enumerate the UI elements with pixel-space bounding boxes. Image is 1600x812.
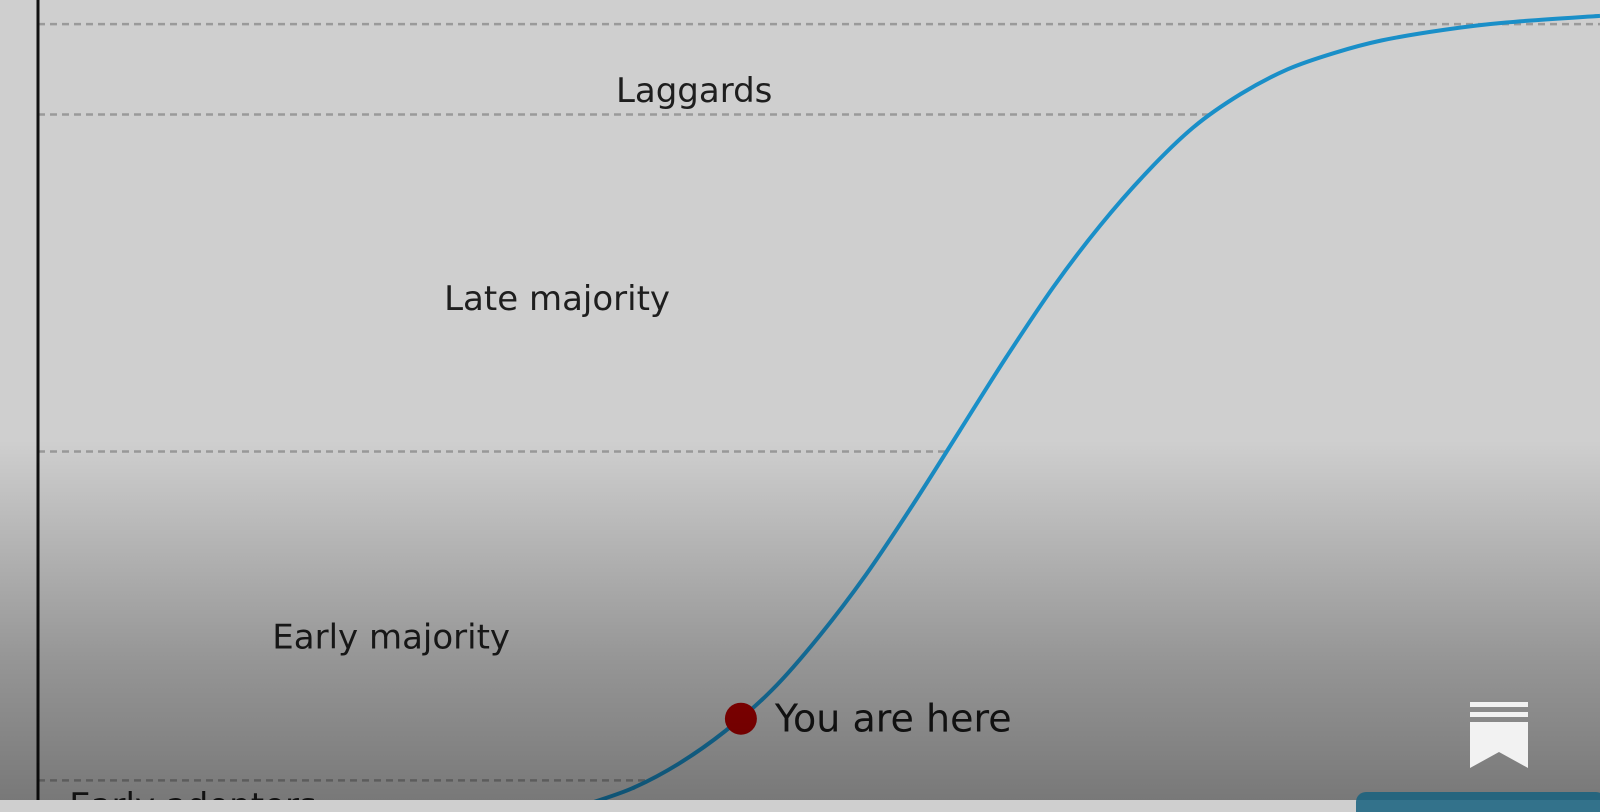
brand-logo-fragment <box>1356 792 1600 812</box>
segment-label-1: Early majority <box>272 617 510 657</box>
series-line <box>593 13 1600 800</box>
segment-label-2: Late majority <box>444 279 670 319</box>
segment-labels: Early adopters Early majority Late majorit… <box>69 71 772 800</box>
threshold-lines <box>38 22 1600 782</box>
segment-label-0: Early adopters <box>69 786 316 800</box>
marker-label: You are here <box>774 697 1012 741</box>
marker-point <box>724 702 757 735</box>
bookmark-icon[interactable] <box>1470 702 1528 768</box>
segment-label-3: Laggards <box>616 71 772 111</box>
